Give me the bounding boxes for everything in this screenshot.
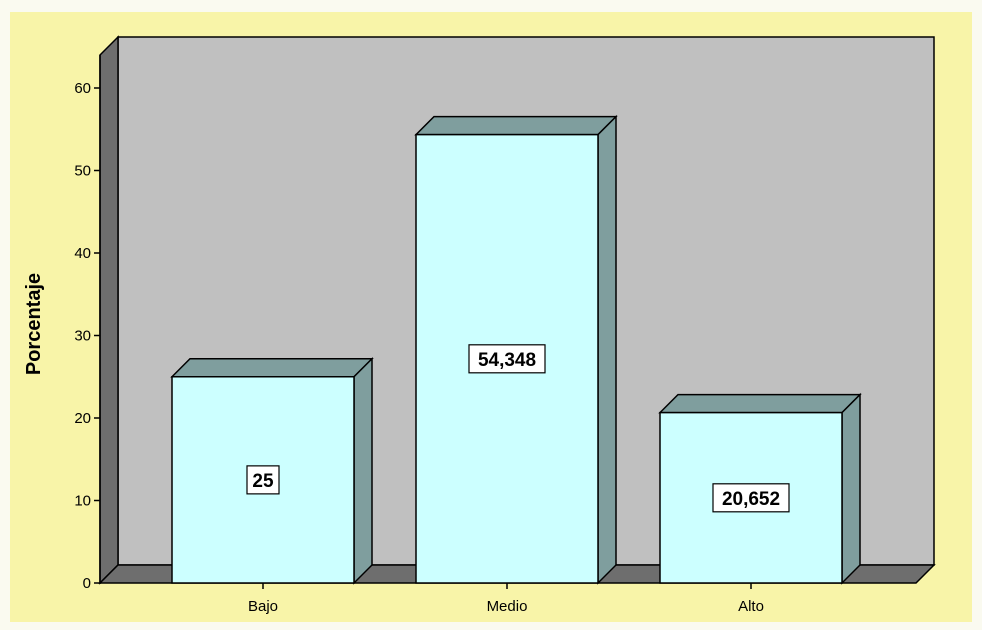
y-axis-label: Porcentaje [23,273,45,375]
x-tick-label: Medio [487,598,528,615]
bar-medio: 54,348 [414,114,618,585]
y-tick-label: 40 [74,245,91,262]
y-axis: 0 10 20 30 40 50 60 [74,55,101,592]
side-wall [99,35,119,585]
x-axis: Bajo Medio Alto [248,583,764,615]
data-label-box [246,465,280,495]
data-label-box [468,344,546,374]
y-tick-label: 50 [74,163,91,180]
y-tick-label: 0 [83,575,91,592]
data-label: 54,348 [478,350,536,371]
bar-side [841,392,861,585]
y-tick-label: 20 [74,410,91,427]
bar-alto: 20,652 [658,392,862,585]
data-label: 20,652 [722,489,780,510]
x-tick-label: Alto [738,598,764,615]
y-tick-label: 30 [74,328,91,345]
bar-bajo: 25 [170,356,374,585]
bar-top [170,358,374,378]
y-tick-label: 60 [74,80,91,97]
bar-top [414,115,618,136]
x-tick-label: Bajo [248,598,278,615]
y-tick-label: 10 [74,493,91,510]
bar-side [597,114,617,585]
bar-top [658,393,862,414]
data-label-box [712,483,790,513]
data-label: 25 [252,471,274,492]
bar-side [353,356,373,585]
